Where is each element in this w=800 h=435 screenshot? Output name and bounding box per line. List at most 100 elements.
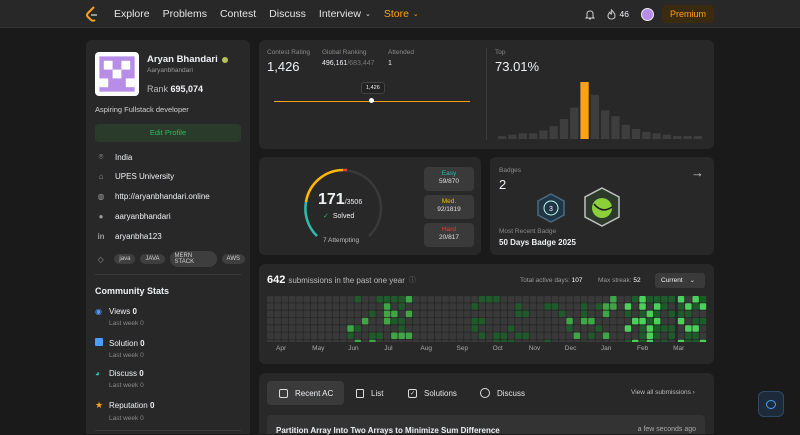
heatmap-cell (602, 325, 610, 332)
edit-profile-button[interactable]: Edit Profile (95, 124, 241, 142)
year-select[interactable]: Current ⌄ (655, 273, 705, 288)
nav-explore[interactable]: Explore (114, 8, 150, 20)
heatmap-cell (668, 317, 675, 325)
tab-discuss[interactable]: Discuss (480, 381, 525, 405)
heatmap-cell (610, 296, 617, 303)
histogram-bar (549, 126, 558, 139)
fire-icon[interactable] (607, 8, 616, 20)
heatmap-cell (325, 303, 332, 310)
premium-button[interactable]: Premium (661, 5, 714, 23)
badge-icon[interactable] (584, 187, 620, 227)
medium-box[interactable]: Med. 92/1819 (424, 195, 474, 219)
checkbox-icon (95, 338, 109, 348)
heatmap-cell (551, 332, 559, 339)
heatmap-cell (340, 303, 347, 310)
heatmap-cell (405, 310, 413, 318)
heatmap-cell (551, 339, 559, 342)
bell-icon[interactable] (584, 9, 595, 20)
badges-card: Badges 2 → 3 Most Recent Badge 50 Days B… (490, 157, 714, 255)
nav-contest[interactable]: Contest (219, 8, 257, 20)
heatmap-cell (493, 310, 500, 318)
medium-count: 92/1819 (437, 206, 461, 213)
heatmap-cell (420, 332, 427, 339)
heatmap-cell (464, 296, 471, 303)
arrow-right-icon[interactable]: → (691, 165, 704, 180)
chat-fab[interactable] (758, 391, 784, 417)
heatmap-cell (699, 332, 707, 339)
skill-tag[interactable]: java (114, 254, 136, 264)
heatmap-cell (602, 310, 610, 318)
heatmap-cell (661, 296, 668, 303)
view-all-link[interactable]: View all submissions › (631, 389, 695, 396)
hard-box[interactable]: Hard 20/817 (424, 223, 474, 247)
solved-label: Solved (332, 212, 355, 220)
last-week-value: 0 (140, 415, 144, 422)
heatmap-cell (529, 317, 537, 325)
heatmap-cell (602, 317, 610, 325)
heatmap-cell (551, 325, 559, 332)
heatmap-cell (624, 310, 632, 318)
month-label: Oct (492, 345, 503, 352)
linkedin-link[interactable]: aryanbha123 (115, 232, 162, 241)
recent-item[interactable]: Partition Array Into Two Arrays to Minim… (267, 415, 705, 435)
nav-problems[interactable]: Problems (162, 8, 207, 20)
heatmap-cell (347, 296, 354, 303)
heatmap-cell (340, 317, 347, 325)
stat-views: ◉ Views 0 Last week 0 (95, 307, 144, 327)
heatmap-cell (639, 325, 646, 332)
heatmap-cell (610, 310, 617, 318)
nav-interview[interactable]: Interview ⌄ (319, 8, 371, 20)
heatmap-cell (442, 317, 449, 325)
heatmap-cell (369, 296, 376, 303)
heatmap-cell (588, 310, 595, 318)
heatmap-cell (610, 317, 617, 325)
nav-interview-label: Interview (318, 8, 361, 20)
heatmap-cell (464, 317, 471, 325)
tab-list[interactable]: List (356, 381, 383, 405)
histogram-bar (631, 129, 641, 139)
tab-recent-ac[interactable]: Recent AC (267, 381, 344, 405)
last-week-label: Last week (109, 382, 139, 389)
heatmap-cell (566, 325, 573, 332)
histogram-bar (570, 107, 579, 139)
heatmap-cell (281, 325, 289, 332)
heatmap-cell (632, 339, 639, 342)
info-icon[interactable]: ⓘ (408, 277, 416, 284)
top-label: Top (495, 49, 506, 56)
grid-icon (279, 388, 288, 398)
rating-point[interactable] (369, 98, 374, 103)
avatar[interactable] (640, 7, 654, 21)
heatmap-cell (595, 325, 602, 332)
recent-badge-label: Most Recent Badge (499, 228, 557, 235)
submissions-card: 642 submissions in the past one year ⓘ T… (259, 264, 714, 364)
location-text: India (115, 152, 133, 162)
heatmap-cell (274, 317, 281, 325)
heatmap-cell (347, 339, 354, 342)
heatmap-cell (493, 296, 500, 303)
nav-discuss[interactable]: Discuss (269, 8, 306, 20)
nav-store[interactable]: Store ⌄ (384, 8, 419, 20)
heatmap-cell (413, 296, 420, 303)
github-link[interactable]: aaryanbhandari (115, 212, 171, 221)
leetcode-logo-icon[interactable] (85, 6, 99, 22)
heatmap-cell (434, 339, 442, 342)
website-link[interactable]: http://aryanbhandari.online (115, 192, 210, 201)
skill-tag[interactable]: MERN STACK (169, 251, 217, 267)
skill-tag[interactable]: JAVA (140, 254, 165, 264)
heatmap-cell (354, 325, 362, 332)
heatmap-cell (515, 325, 522, 332)
heatmap-cell (296, 303, 303, 310)
heatmap-cell (544, 339, 551, 342)
easy-box[interactable]: Easy 59/870 (424, 167, 474, 191)
heatmap-cell (471, 317, 478, 325)
heatmap-cell (383, 317, 391, 325)
badge-icon[interactable]: 3 (537, 193, 565, 223)
heatmap-cell (325, 325, 332, 332)
profile-username: Aaryanbhandari (147, 67, 193, 74)
heatmap-cell (661, 310, 668, 318)
skill-tag[interactable]: AWS (221, 254, 245, 264)
histogram-bar (580, 82, 589, 139)
heatmap-cell (325, 339, 332, 342)
tab-solutions[interactable]: ✓ Solutions (408, 381, 457, 405)
heatmap-cell (566, 332, 573, 339)
